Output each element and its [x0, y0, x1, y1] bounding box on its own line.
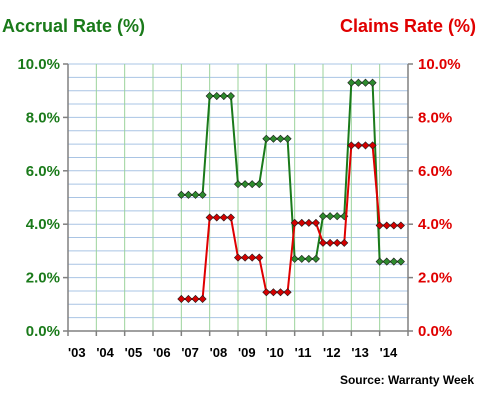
accrual-data-point	[354, 78, 363, 87]
x-tick-label: '05	[125, 345, 143, 360]
accrual-data-point	[304, 254, 313, 263]
claims-data-point	[340, 238, 349, 247]
claims-data-point	[184, 294, 193, 303]
accrual-data-point	[255, 180, 264, 189]
accrual-series-line	[181, 81, 401, 263]
x-tick-label: '08	[210, 345, 228, 360]
left-axis-title: Accrual Rate (%)	[2, 16, 145, 36]
left-tick-label: 0.0%	[26, 323, 60, 340]
left-tick-label: 6.0%	[26, 163, 60, 180]
left-tick-label: 10.0%	[17, 56, 60, 73]
claims-data-point	[361, 141, 370, 150]
x-tick-label: '06	[153, 345, 171, 360]
claims-data-point	[248, 253, 257, 262]
claims-data-point	[219, 213, 228, 222]
claims-data-point	[333, 238, 342, 247]
accrual-data-point	[233, 180, 243, 189]
claims-data-point	[233, 253, 243, 262]
claims-data-point	[382, 221, 391, 230]
claims-data-point	[269, 288, 278, 297]
source-note: Source: Warranty Week	[340, 373, 474, 387]
x-tick-label: '09	[238, 345, 256, 360]
x-tick-label: '11	[295, 345, 312, 360]
x-tick-label: '10	[266, 345, 284, 360]
right-tick-label: 10.0%	[418, 56, 461, 73]
accrual-data-point	[276, 134, 285, 143]
claims-data-point	[177, 294, 186, 303]
right-tick-label: 8.0%	[418, 109, 452, 126]
accrual-data-point	[368, 78, 377, 87]
accrual-data-point	[382, 257, 391, 266]
right-tick-label: 4.0%	[418, 216, 452, 233]
claims-data-point	[311, 218, 320, 227]
accrual-data-point	[361, 78, 370, 87]
claims-data-point	[290, 218, 299, 227]
accrual-data-point	[262, 134, 271, 143]
right-tick-label: 2.0%	[418, 270, 452, 287]
claims-data-point	[389, 221, 398, 230]
claims-data-point	[375, 221, 384, 230]
claims-data-point	[318, 238, 328, 247]
claims-data-point	[205, 213, 214, 222]
claims-data-point	[198, 294, 207, 303]
right-axis-title: Claims Rate (%)	[340, 16, 476, 36]
claims-data-point	[241, 253, 250, 262]
x-tick-label: '13	[351, 345, 369, 360]
accrual-data-point	[283, 134, 292, 143]
claims-data-point	[326, 238, 335, 247]
left-tick-label: 4.0%	[26, 216, 60, 233]
claims-data-point	[347, 141, 356, 150]
accrual-data-point	[318, 212, 328, 221]
tick-labels: 0.0% 2.0% 4.0% 6.0% 8.0% 10.0% 0.0% 2.0% 4.0% 6.0…	[17, 56, 460, 360]
axes	[63, 63, 413, 336]
claims-data-point	[212, 213, 221, 222]
accrual-data-point	[269, 134, 278, 143]
x-tick-label: '12	[323, 345, 341, 360]
accrual-data-point	[389, 257, 398, 266]
accrual-data-point	[212, 92, 221, 101]
claims-data-point	[226, 213, 235, 222]
accrual-data-point	[297, 254, 306, 263]
accrual-data-point	[184, 190, 193, 199]
claims-data-point	[191, 294, 200, 303]
x-tick-label: '07	[181, 345, 199, 360]
series-layer	[177, 78, 405, 303]
accrual-data-point	[219, 92, 228, 101]
accrual-data-point	[177, 190, 186, 199]
grid	[67, 63, 409, 332]
accrual-data-point	[311, 254, 320, 263]
left-tick-label: 2.0%	[26, 270, 60, 287]
accrual-data-point	[198, 190, 207, 199]
claims-data-point	[304, 218, 313, 227]
x-tick-label: '04	[96, 345, 114, 360]
right-tick-label: 0.0%	[418, 323, 452, 340]
accrual-data-point	[290, 254, 299, 263]
accrual-data-point	[191, 190, 200, 199]
x-tick-label: '03	[68, 345, 86, 360]
claims-data-point	[283, 288, 292, 297]
accrual-data-point	[226, 92, 235, 101]
right-tick-label: 6.0%	[418, 163, 452, 180]
claims-data-point	[297, 218, 306, 227]
accrual-data-point	[375, 257, 384, 266]
claims-data-point	[368, 141, 377, 150]
accrual-data-point	[205, 92, 214, 101]
x-tick-label: '14	[380, 345, 398, 360]
accrual-data-point	[347, 78, 356, 87]
claims-data-point	[255, 253, 264, 262]
accrual-data-point	[248, 180, 257, 189]
accrual-data-point	[333, 212, 342, 221]
accrual-data-point	[326, 212, 335, 221]
claims-data-point	[396, 221, 405, 230]
claims-series-line	[181, 144, 401, 300]
claims-data-point	[354, 141, 363, 150]
claims-data-point	[276, 288, 285, 297]
accrual-data-point	[241, 180, 250, 189]
left-tick-label: 8.0%	[26, 109, 60, 126]
claims-data-point	[262, 288, 271, 297]
accrual-data-point	[396, 257, 405, 266]
